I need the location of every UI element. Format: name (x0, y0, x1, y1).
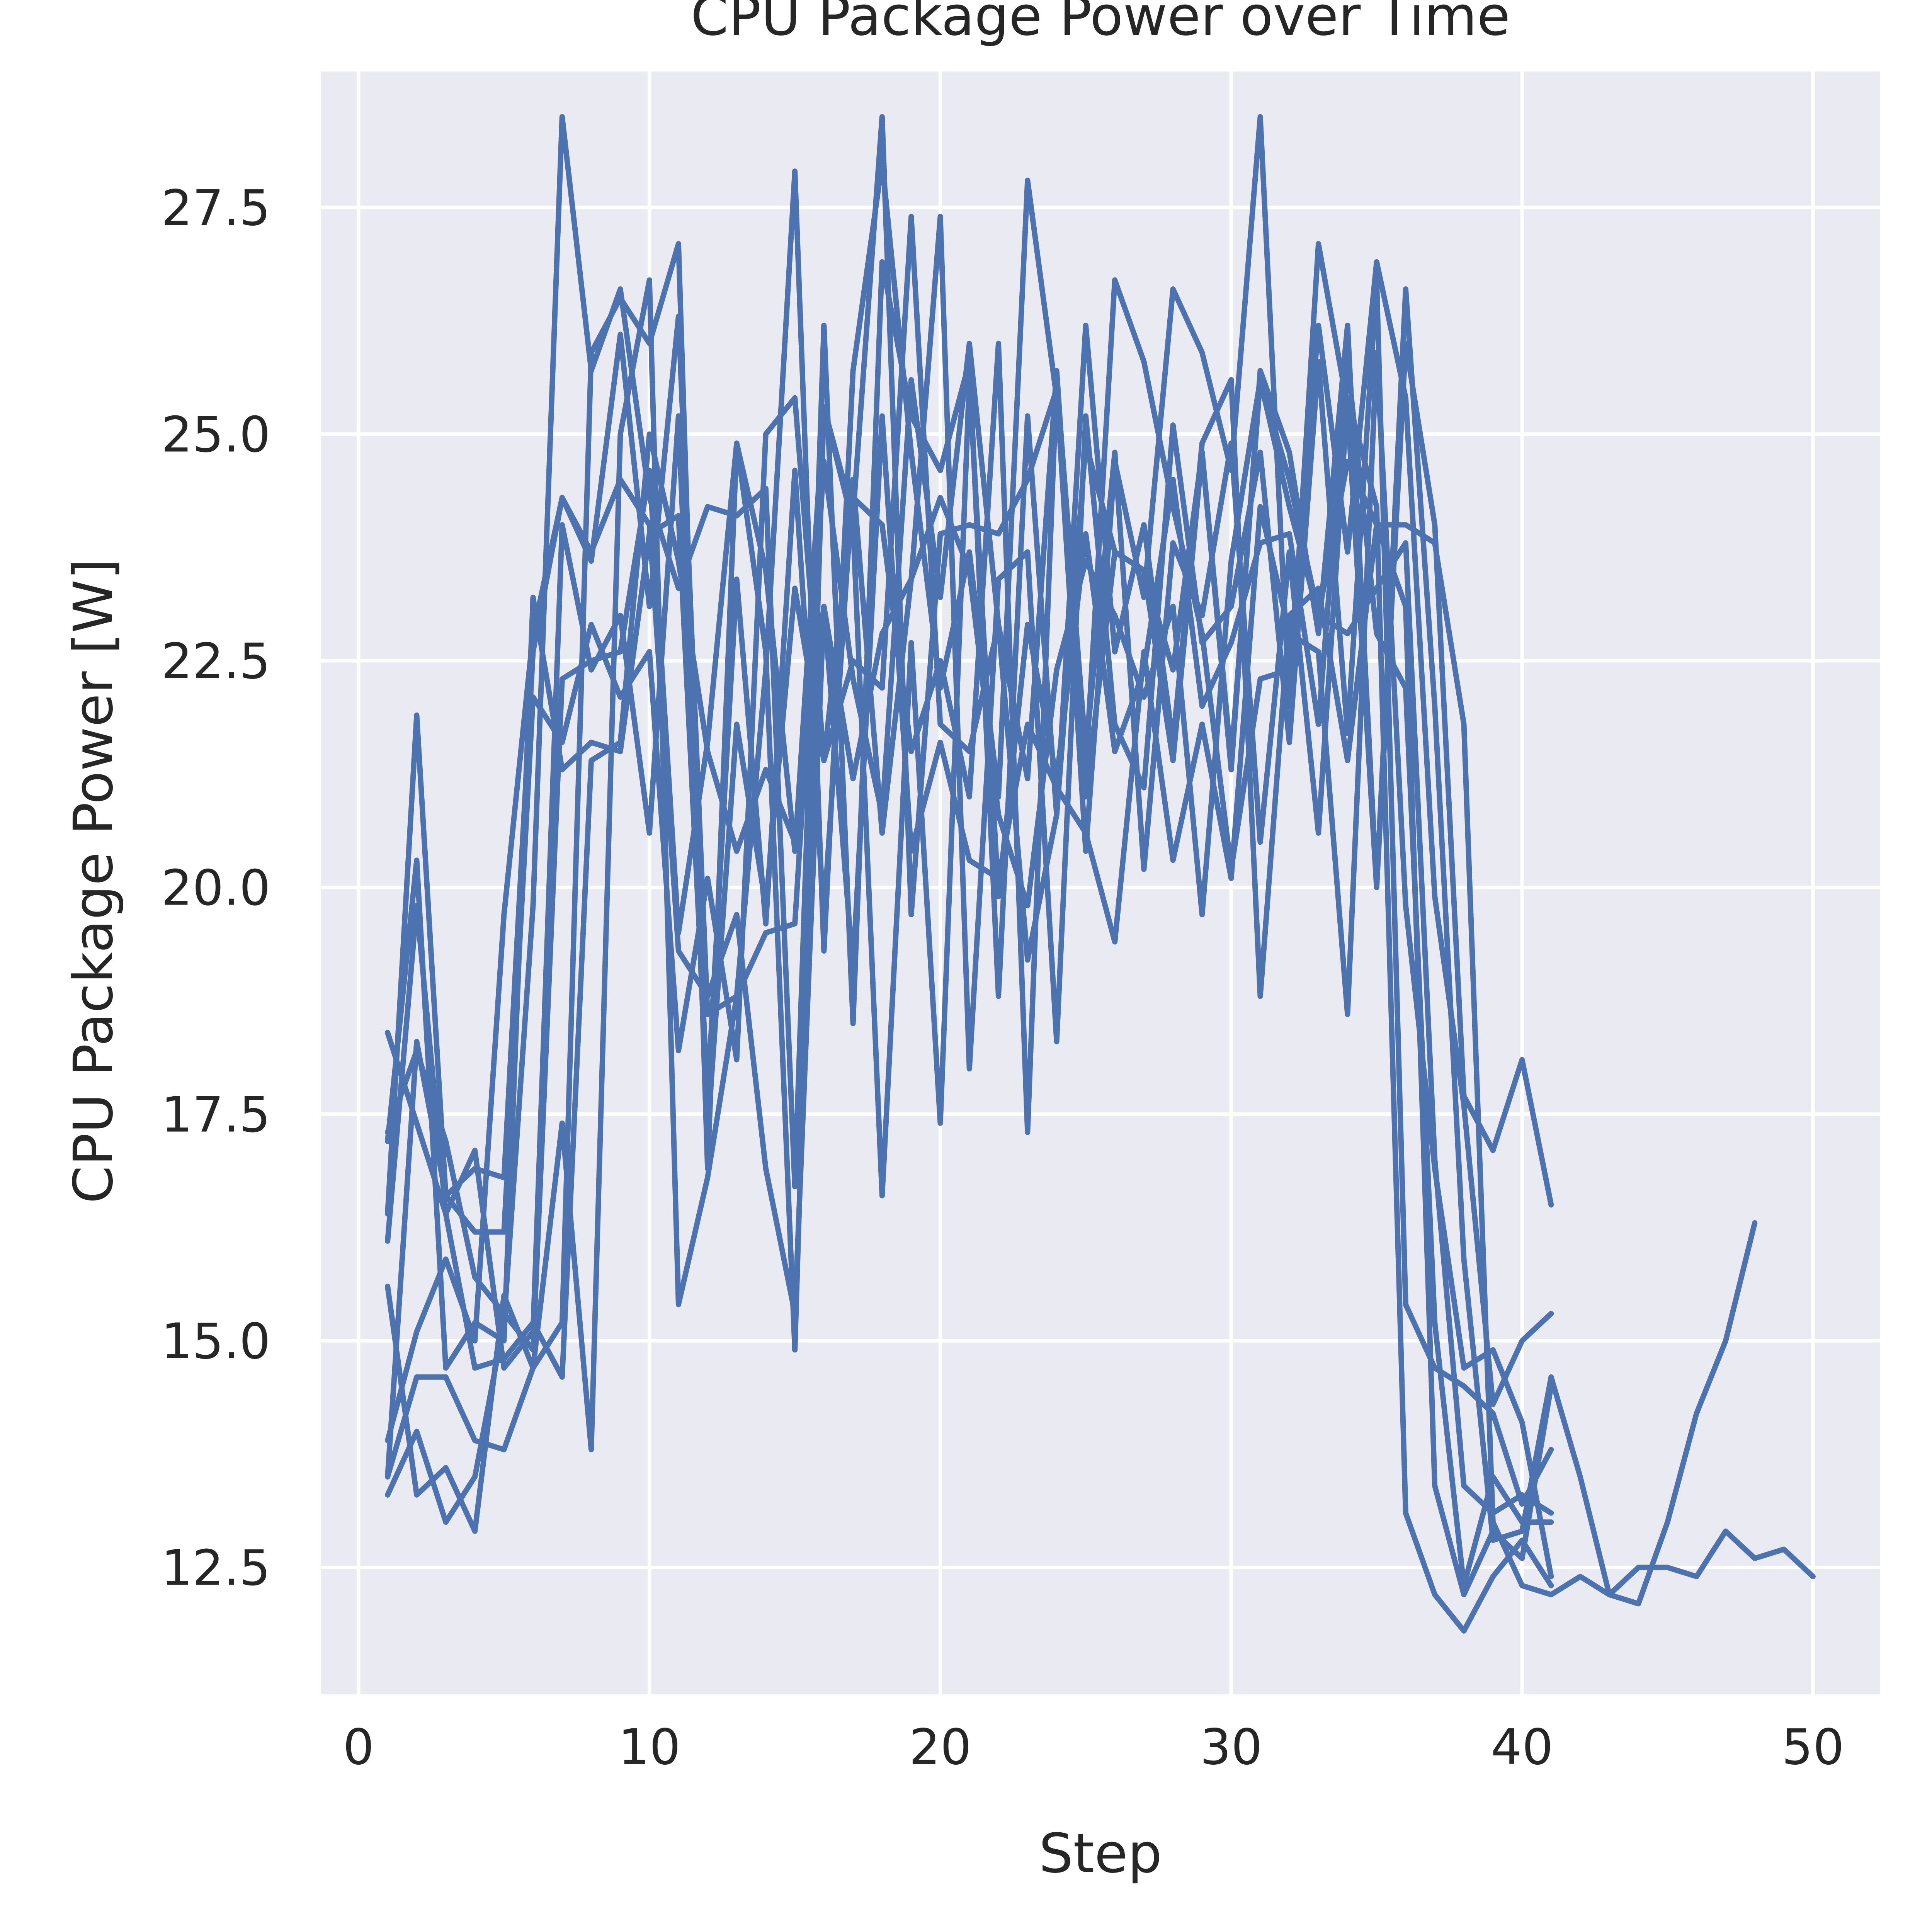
x-tick-label: 20 (909, 1718, 972, 1776)
y-tick-label: 25.0 (161, 406, 270, 463)
y-tick-label: 27.5 (161, 179, 270, 236)
y-tick-label: 20.0 (161, 859, 270, 917)
series-line-8 (385, 350, 1554, 1579)
series-line-5 (385, 114, 1554, 1597)
y-tick-label: 22.5 (161, 633, 270, 690)
y-axis-label: CPU Package Power [W] (62, 558, 125, 1203)
x-tick-label: 30 (1200, 1718, 1262, 1776)
y-tick-labels: 12.5 15.0 17.5 20.0 22.5 25.0 27.5 (161, 179, 270, 1597)
y-tick-label: 15.0 (161, 1313, 270, 1370)
x-tick-label: 50 (1782, 1718, 1844, 1776)
y-tick-label: 17.5 (161, 1086, 270, 1143)
x-tick-label: 0 (343, 1718, 374, 1776)
x-axis-label: Step (1039, 1822, 1162, 1885)
series-line-9 (385, 377, 1554, 1516)
series-line-7 (385, 214, 1554, 1507)
chart-title: CPU Package Power over Time (690, 0, 1510, 48)
series-line-10 (385, 359, 1554, 1588)
x-tick-labels: 0 10 20 30 40 50 (343, 1718, 1844, 1776)
y-tick-label: 12.5 (161, 1539, 270, 1597)
data-series (385, 114, 1816, 1634)
x-tick-label: 10 (618, 1718, 681, 1776)
x-tick-label: 40 (1491, 1718, 1553, 1776)
